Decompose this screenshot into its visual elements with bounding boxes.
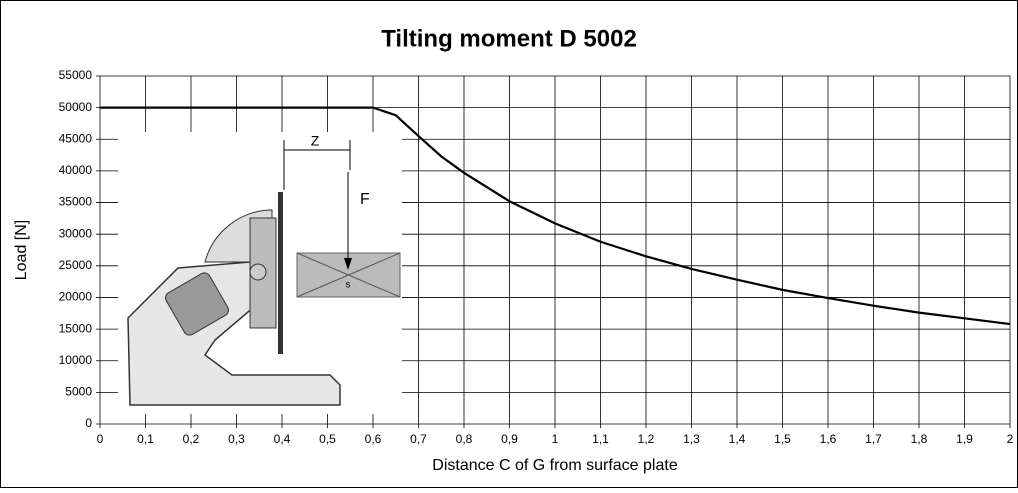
motor — [165, 272, 229, 336]
illustration-label: Z — [311, 133, 320, 149]
x-tick-label: 1 — [552, 432, 559, 446]
x-tick-label: 1,8 — [911, 432, 928, 446]
y-axis-label: Load [N] — [13, 220, 30, 280]
x-tick-label: 1,9 — [956, 432, 973, 446]
y-tick-label: 5000 — [65, 385, 92, 399]
x-tick-label: 1,7 — [865, 432, 882, 446]
y-tick-label: 50000 — [59, 100, 93, 114]
illustration: Z F s — [118, 132, 402, 414]
x-tick-label: 0,2 — [183, 432, 200, 446]
y-tick-label: 0 — [85, 416, 92, 430]
arrow-head — [344, 258, 352, 270]
x-tick-label: 0,8 — [456, 432, 473, 446]
illustration-label: F — [360, 191, 370, 208]
x-tick-label: 1,6 — [820, 432, 837, 446]
y-tick-label: 30000 — [59, 226, 93, 240]
line — [100, 106, 1011, 326]
y-tick-label: 15000 — [59, 321, 93, 335]
y-tick-label: 35000 — [59, 195, 93, 209]
x-tick-label: 0,1 — [137, 432, 154, 446]
x-tick-label: 1,5 — [774, 432, 791, 446]
y-tick-label: 20000 — [59, 290, 93, 304]
x-tick-label: 0,7 — [410, 432, 427, 446]
illustration-label: s — [346, 280, 351, 291]
x-tick-label: 0,4 — [274, 432, 291, 446]
series — [100, 106, 1011, 326]
hub — [249, 263, 267, 281]
x-tick-label: 0,3 — [228, 432, 245, 446]
x-tick-label: 1,3 — [683, 432, 700, 446]
y-tick-label: 25000 — [59, 258, 93, 272]
chart-title: Tilting moment D 5002 — [381, 25, 637, 52]
x-tick-label: 0,6 — [365, 432, 382, 446]
x-axis-label: Distance C of G from surface plate — [432, 457, 678, 474]
x-tick-label: 0 — [97, 432, 104, 446]
y-tick-label: 45000 — [59, 131, 93, 145]
load-diag — [296, 252, 401, 298]
x-tick-label: 0,5 — [319, 432, 336, 446]
x-tick-label: 0,9 — [501, 432, 518, 446]
y-tick-label: 55000 — [59, 68, 93, 82]
x-tick-label: 1,2 — [638, 432, 655, 446]
x-tick-label: 1,4 — [729, 432, 746, 446]
x-tick-label: 1,1 — [592, 432, 609, 446]
x-tick-label: 2 — [1007, 432, 1014, 446]
y-tick-label: 40000 — [59, 163, 93, 177]
plate — [278, 192, 283, 354]
y-tick-label: 10000 — [59, 353, 93, 367]
